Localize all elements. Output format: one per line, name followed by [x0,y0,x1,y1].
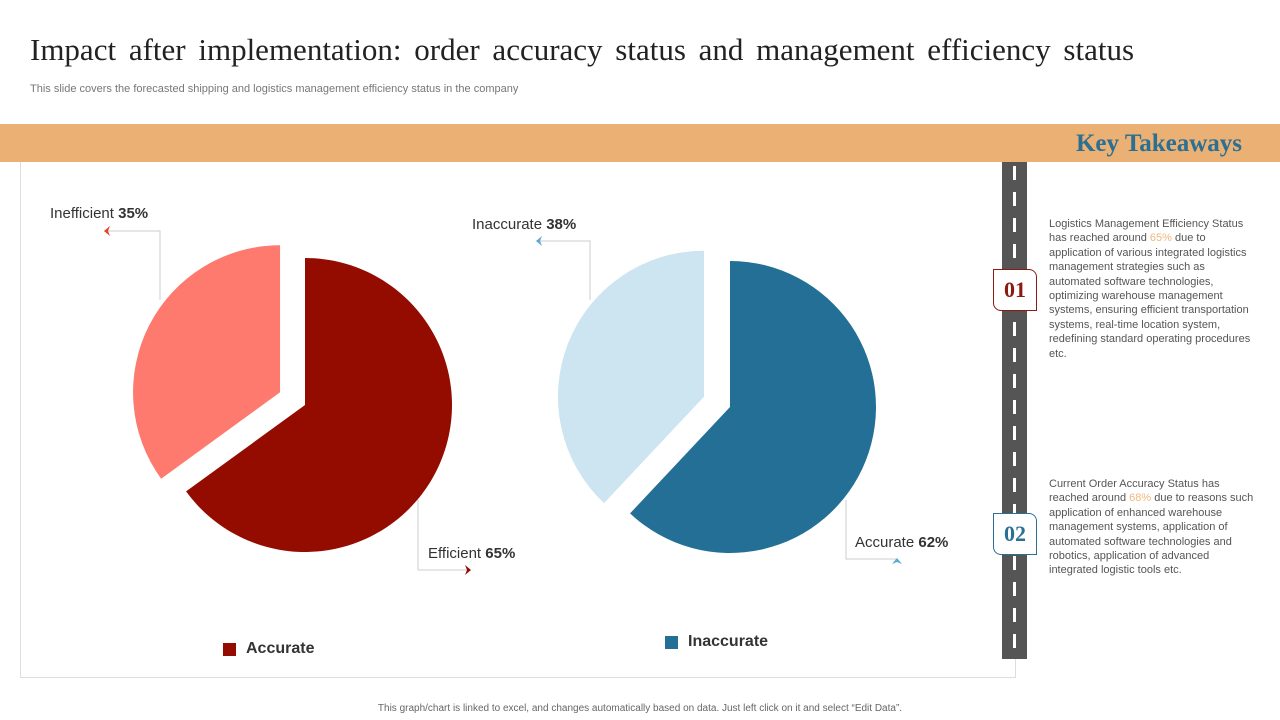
footer-note: This graph/chart is linked to excel, and… [377,703,903,714]
legend-accurate: Accurate [223,640,314,658]
arrow-icon [465,565,471,575]
arrow-icon [104,226,110,236]
leader-line-inefficient [104,230,161,300]
pie-charts[interactable] [0,0,1000,700]
road-dash [1013,322,1016,336]
takeaway-number-02: 02 [993,513,1037,555]
legend-inaccurate: Inaccurate [665,633,768,651]
takeaway-text-01: Logistics Management Efficiency Status h… [1049,218,1251,360]
leader-line-efficient [417,500,470,571]
header-band [0,124,1280,162]
page-subtitle: This slide covers the forecasted shippin… [30,83,519,95]
pie-accuracy [557,250,876,553]
takeaway-number-01: 01 [993,269,1037,311]
pie-slice-efficient[interactable] [186,258,452,552]
road-divider [1002,162,1027,659]
pie-slice-inaccurate[interactable] [557,250,704,504]
label-efficient: Efficient 65% [428,545,516,562]
road-dash [1013,244,1016,258]
takeaway-text-02: Current Order Accuracy Status has reache… [1049,478,1254,577]
road-dash [1013,556,1016,570]
road-dash [1013,218,1016,232]
road-dash [1013,166,1016,180]
road-dash [1013,400,1016,414]
road-dash [1013,348,1016,362]
road-dash [1013,478,1016,492]
road-dash [1013,374,1016,388]
arrow-icon [536,236,542,246]
label-accurate: Accurate 62% [855,534,949,551]
road-dash [1013,192,1016,206]
road-dash [1013,608,1016,622]
legend-swatch [223,642,236,656]
page-title: Impact after implementation: order accur… [30,32,1135,67]
pie-slice-inefficient[interactable] [133,245,281,479]
road-dash [1013,452,1016,466]
road-dash [1013,634,1016,648]
label-inefficient: Inefficient 35% [50,205,149,222]
road-dash [1013,504,1016,518]
arrow-icon [892,558,902,564]
pie-efficiency [133,245,452,552]
leader-line-inaccurate [536,240,591,300]
key-takeaways-heading: Key Takeaways [1075,130,1242,157]
label-inaccurate: Inaccurate 38% [472,216,577,233]
leader-line-accurate [845,500,897,560]
pie-slice-accurate[interactable] [630,261,876,553]
legend-swatch [665,635,678,649]
road-dash [1013,426,1016,440]
road-dash [1013,582,1016,596]
